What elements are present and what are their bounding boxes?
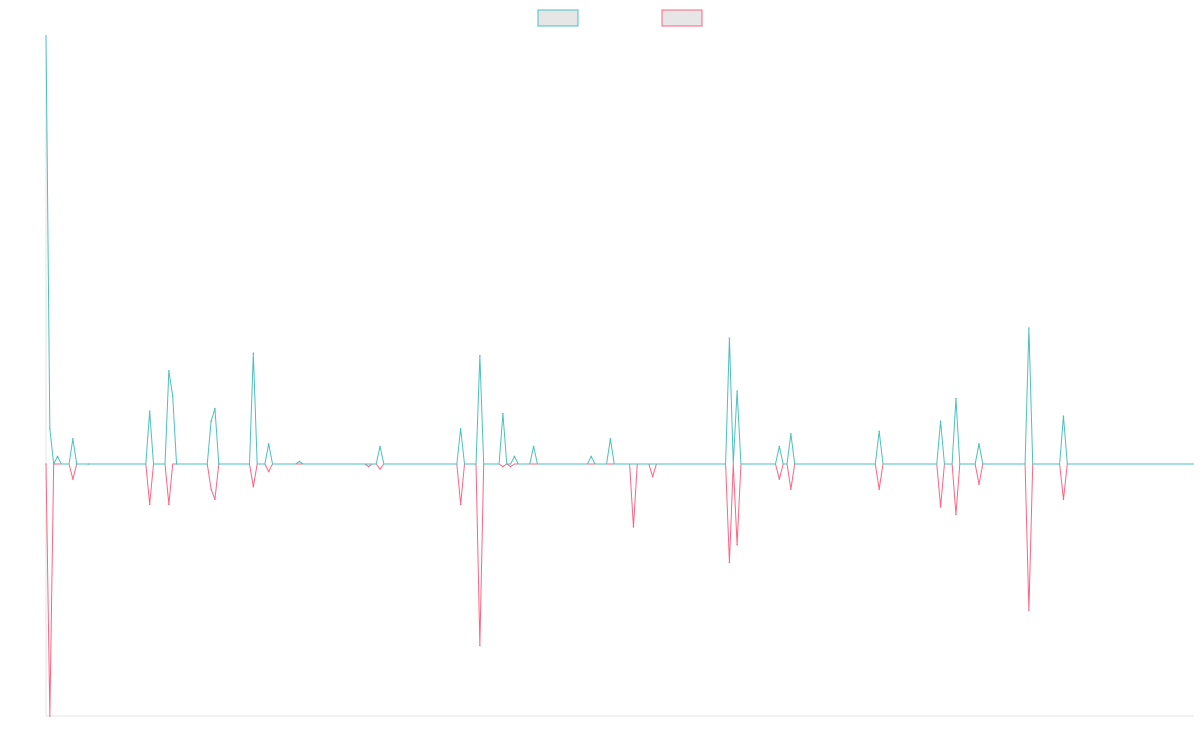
series-1-point-14[interactable]	[252, 352, 255, 355]
legend-swatch-1[interactable]	[537, 9, 579, 27]
legend-swatch-2[interactable]	[661, 9, 703, 27]
series-1-point-6[interactable]	[87, 463, 90, 465]
legend[interactable]	[537, 9, 703, 27]
series-1-point-2[interactable]	[52, 463, 55, 465]
series-group	[45, 35, 1194, 717]
series-2-point-17[interactable]	[502, 465, 504, 468]
series-2-point-24[interactable]	[790, 488, 792, 491]
series-1-point-11[interactable]	[210, 420, 212, 423]
series-1-point-31[interactable]	[955, 397, 957, 400]
series-1-point-32[interactable]	[978, 443, 980, 445]
series-line-1	[45, 35, 1194, 465]
series-2-point-3[interactable]	[72, 478, 74, 480]
series-2-point-21[interactable]	[728, 561, 731, 564]
series-1-point-26[interactable]	[736, 390, 738, 392]
series-2-point-6[interactable]	[148, 503, 151, 506]
series-1-point-28[interactable]	[790, 432, 792, 435]
series-2-point-16[interactable]	[479, 644, 481, 647]
series-2-point-13[interactable]	[367, 465, 370, 468]
series-2-point-23[interactable]	[778, 478, 781, 480]
series-2-point-19[interactable]	[632, 526, 635, 528]
series-1-point-22[interactable]	[532, 445, 535, 448]
series-1-point-19[interactable]	[479, 354, 481, 357]
series-1-point-25[interactable]	[728, 337, 731, 339]
series-2-point-14[interactable]	[379, 468, 381, 470]
series-1-point-21[interactable]	[513, 455, 516, 458]
series-1-point-34[interactable]	[1062, 415, 1065, 417]
series-1-point-0[interactable]	[45, 35, 47, 37]
series-1-point-8[interactable]	[168, 370, 170, 372]
series-1-point-15[interactable]	[267, 443, 270, 445]
series-2-point-9[interactable]	[214, 498, 216, 501]
series-2-point-28[interactable]	[978, 483, 980, 485]
series-2-point-20[interactable]	[651, 475, 654, 478]
axes	[45, 36, 1194, 717]
series-1-point-13[interactable]	[217, 463, 220, 465]
series-1-point-10[interactable]	[175, 463, 178, 465]
series-1-point-1[interactable]	[49, 427, 51, 430]
series-1-point-5[interactable]	[75, 463, 78, 465]
series-1-point-30[interactable]	[939, 420, 942, 423]
series-1-point-17[interactable]	[379, 445, 381, 448]
series-1-point-7[interactable]	[148, 410, 151, 412]
series-1-point-20[interactable]	[502, 412, 504, 415]
series-1-point-33[interactable]	[1028, 327, 1030, 329]
series-2-point-26[interactable]	[939, 506, 942, 508]
series-2-point-7[interactable]	[168, 503, 170, 506]
series-line-2	[45, 463, 1194, 717]
series-2-point-8[interactable]	[210, 488, 212, 491]
series-2-point-30[interactable]	[1062, 498, 1065, 501]
series-1-point-18[interactable]	[459, 427, 462, 430]
series-2-point-29[interactable]	[1028, 609, 1030, 611]
series-2-point-1[interactable]	[49, 715, 51, 717]
series-2-point-0[interactable]	[45, 463, 47, 465]
series-1-point-16[interactable]	[298, 460, 301, 463]
series-2-point-27[interactable]	[955, 513, 957, 516]
series-1-point-27[interactable]	[778, 445, 781, 448]
series-1-point-29[interactable]	[878, 430, 880, 433]
series-2-point-15[interactable]	[459, 503, 462, 506]
series-1-point-24[interactable]	[609, 438, 612, 440]
series-2-point-18[interactable]	[509, 465, 512, 468]
series-2-point-11[interactable]	[252, 485, 255, 488]
series-2-point-22[interactable]	[736, 543, 738, 546]
series-2-point-12[interactable]	[267, 470, 270, 473]
series-1-point-12[interactable]	[214, 407, 216, 410]
series-1-point-4[interactable]	[72, 438, 74, 440]
series-1-point-9[interactable]	[171, 395, 174, 397]
series-1-point-3[interactable]	[56, 455, 59, 458]
series-1-point-23[interactable]	[590, 455, 593, 458]
series-2-point-25[interactable]	[878, 488, 880, 491]
